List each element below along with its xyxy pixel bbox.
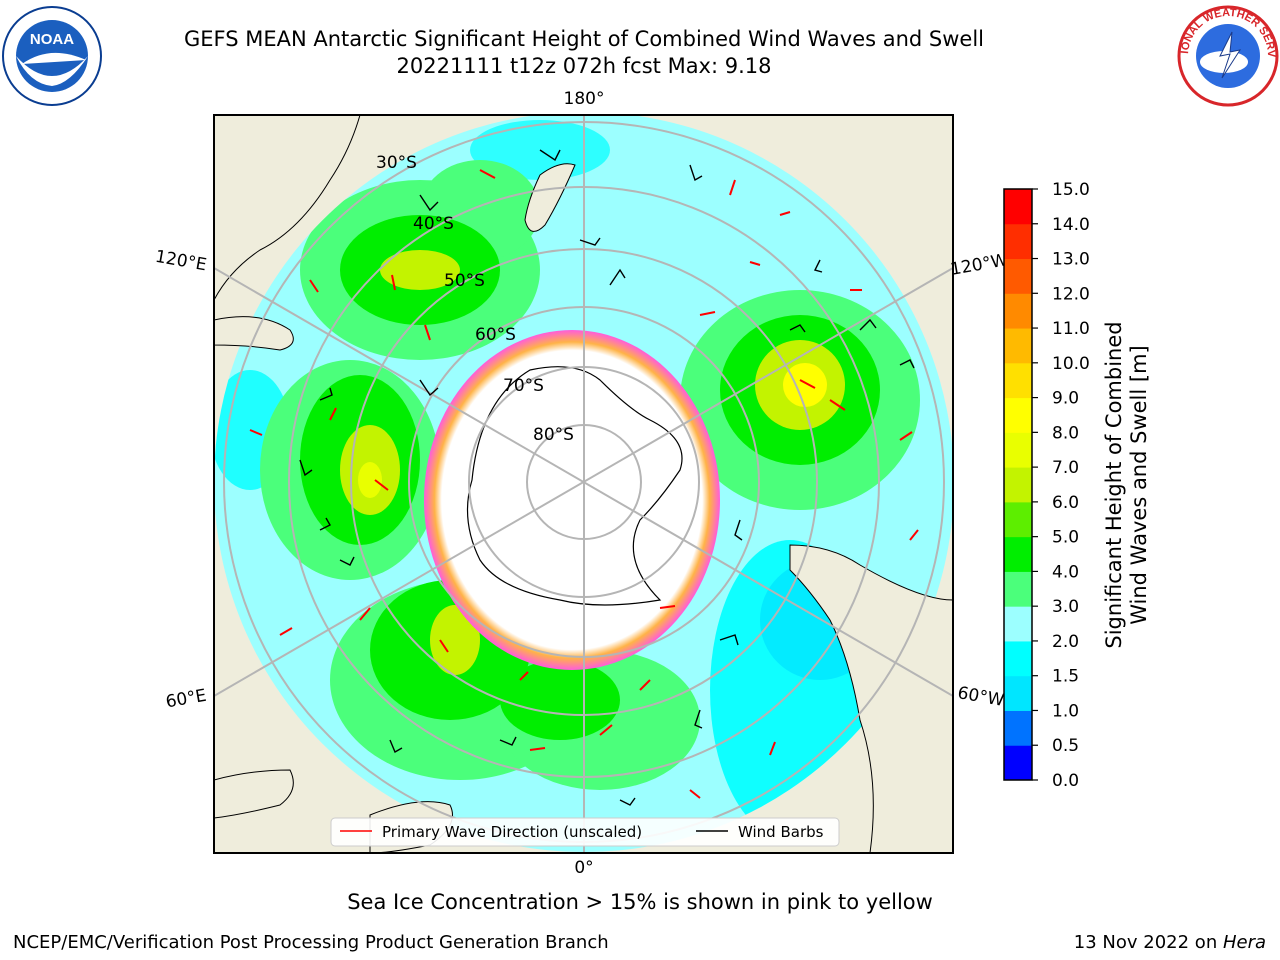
colorbar-tick-label: 4.0 — [1052, 562, 1079, 582]
lat-label-50s: 50°S — [444, 271, 485, 291]
lat-label-30s: 30°S — [376, 153, 417, 173]
colorbar-tick-label: 8.0 — [1052, 423, 1079, 443]
colorbar-tick-label: 10.0 — [1052, 354, 1090, 374]
footer-date-text: 13 Nov 2022 on — [1073, 932, 1223, 953]
colorbar-tick-label: 6.0 — [1052, 493, 1079, 513]
colorbar-tick-label: 13.0 — [1052, 250, 1090, 270]
wind-barbs — [299, 149, 915, 806]
lon-label-0: 0° — [574, 858, 593, 878]
chart-title: GEFS MEAN Antarctic Significant Height o… — [183, 27, 985, 51]
colorbar-border — [1003, 188, 1033, 781]
new-zealand — [524, 163, 576, 232]
colorbar-band — [1004, 536, 1032, 572]
colorbar-band — [1004, 293, 1032, 329]
map-border — [213, 114, 954, 854]
colorbar-band — [1004, 432, 1032, 468]
colorbar-band — [1004, 640, 1032, 677]
map-frame-content — [214, 115, 953, 853]
lon-label-180: 180° — [564, 89, 605, 109]
colorbar-band — [1004, 362, 1032, 399]
colorbar-band — [1004, 745, 1032, 781]
colorbar-title-line2: Wind Waves and Swell [m] — [1127, 345, 1151, 625]
lat-label-70s: 70°S — [503, 376, 544, 396]
nws-logo: NATIONAL WEATHER SERVICE — [1176, 4, 1279, 107]
colorbar-tick-label: 1.5 — [1052, 667, 1079, 687]
colorbar-tick-label: 14.0 — [1052, 215, 1090, 235]
colorbar-band — [1004, 501, 1032, 538]
noaa-logo-text: NOAA — [30, 31, 74, 48]
colorbar-band — [1004, 189, 1032, 225]
footer-date: 13 Nov 2022 on Hera — [1074, 932, 1266, 953]
wave-direction-arrows — [249, 169, 919, 799]
sea-ice-caption: Sea Ice Concentration > 15% is shown in … — [347, 890, 933, 914]
colorbar-tick-label: 12.0 — [1052, 284, 1090, 304]
colorbar-tick-label: 9.0 — [1052, 389, 1079, 409]
colorbar: 0.0 0.5 1.0 1.5 2.0 3.0 4.0 5.0 6.0 7.0 8.0 9.0 10.0… — [1003, 180, 1090, 791]
lon-label-60e: 60°E — [164, 686, 208, 713]
colorbar-band — [1004, 258, 1032, 294]
legend-wind-barbs: Wind Barbs — [738, 823, 824, 841]
colorbar-band — [1004, 467, 1032, 503]
colorbar-band — [1004, 606, 1032, 642]
lat-label-60s: 60°S — [475, 325, 516, 345]
colorbar-tick-label: 2.0 — [1052, 632, 1079, 652]
lon-label-120e: 120°E — [154, 247, 208, 276]
footer-machine: Hera — [1222, 932, 1266, 953]
colorbar-band — [1004, 223, 1032, 260]
colorbar-title-line1: Significant Height of Combined — [1102, 321, 1126, 649]
colorbar-tick-label: 5.0 — [1052, 528, 1079, 548]
colorbar-band — [1004, 675, 1032, 711]
lon-label-120w: 120°W — [949, 250, 1010, 280]
noaa-logo: NOAA — [2, 6, 102, 106]
graticule — [214, 115, 953, 853]
colorbar-tick-label: 7.0 — [1052, 458, 1079, 478]
colorbar-tick-label: 11.0 — [1052, 319, 1090, 339]
colorbar-tick-label: 15.0 — [1052, 180, 1090, 200]
colorbar-tick-label: 0.5 — [1052, 736, 1079, 756]
colorbar-band — [1004, 571, 1032, 607]
colorbar-band — [1004, 397, 1032, 433]
colorbar-tick-label: 0.0 — [1052, 771, 1079, 791]
footer-credit: NCEP/EMC/Verification Post Processing Pr… — [13, 932, 609, 953]
colorbar-band — [1004, 710, 1032, 746]
colorbar-band — [1004, 328, 1032, 364]
lat-label-40s: 40°S — [413, 214, 454, 234]
lon-label-60w: 60°W — [956, 683, 1006, 711]
map-legend: Primary Wave Direction (unscaled) Wind B… — [330, 817, 840, 847]
colorbar-tick-label: 3.0 — [1052, 597, 1079, 617]
legend-wave-direction: Primary Wave Direction (unscaled) — [382, 823, 642, 841]
antarctica-coastline — [466, 366, 683, 606]
chart-subtitle: 20221111 t12z 072h fcst Max: 9.18 — [396, 54, 772, 78]
colorbar-tick-label: 1.0 — [1052, 701, 1079, 721]
lat-label-80s: 80°S — [533, 425, 574, 445]
